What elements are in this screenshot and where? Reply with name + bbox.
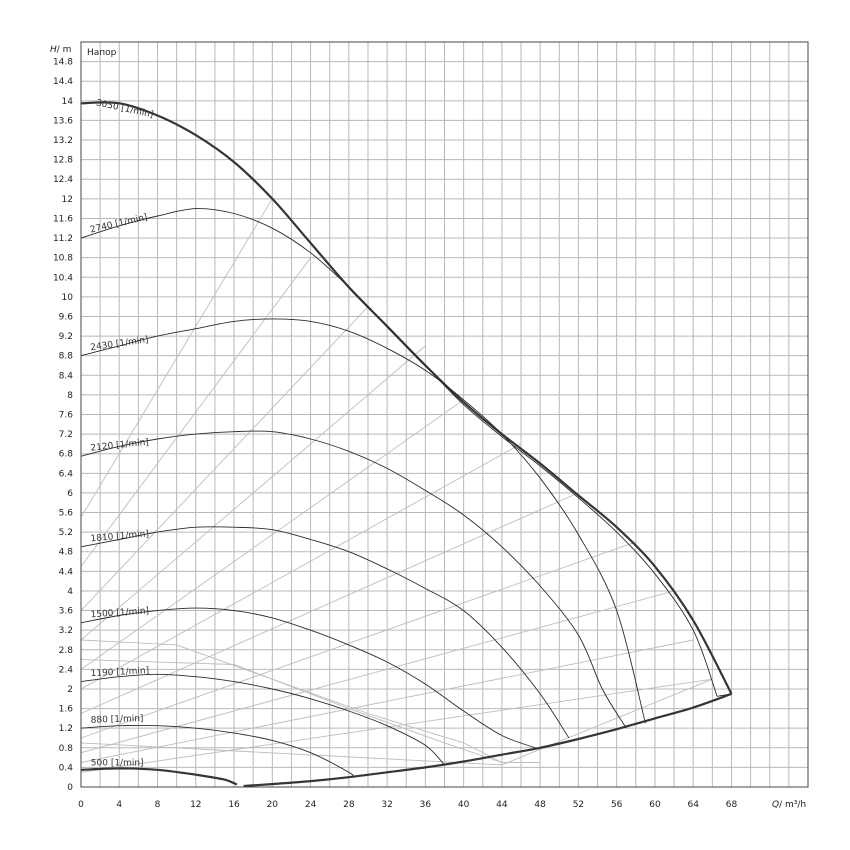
chart-title: Напор — [87, 48, 117, 58]
x-tick-label: 32 — [381, 800, 392, 810]
efficiency-line — [80, 399, 464, 670]
series-line — [717, 693, 732, 697]
efficiency-line — [80, 590, 675, 754]
x-tick-label: 68 — [726, 800, 738, 810]
y-tick-label: 4 — [67, 587, 73, 597]
efficiency-line — [80, 198, 273, 518]
y-tick-label: 12.4 — [53, 175, 73, 185]
curve-label: 1190 [1/min] — [90, 666, 149, 679]
y-tick-labels: 0 0.4 0.8 1.2 1.6 2 2.4 2.8 3.2 3.6 4 4.4 4.8 5.2 5.6 6… — [53, 58, 73, 793]
curve-label: 880 [1/min] — [91, 714, 144, 726]
series-line — [80, 607, 536, 749]
curve-label: 500 [1/min] — [91, 758, 144, 768]
y-tick-label: 6.8 — [59, 450, 74, 460]
x-tick-label: 4 — [116, 800, 122, 810]
y-axis-label: H/ m — [50, 45, 71, 55]
series-line — [80, 767, 238, 786]
x-tick-label: 8 — [155, 800, 161, 810]
y-tick-label: 1.2 — [59, 724, 73, 734]
y-tick-label: 12.8 — [53, 156, 73, 166]
efficiency-lines — [80, 198, 713, 773]
grid-layer — [80, 41, 809, 788]
x-tick-label: 28 — [343, 800, 355, 810]
efficiency-line — [80, 306, 369, 611]
y-tick-label: 7.2 — [59, 430, 73, 440]
y-tick-label: 10.4 — [53, 273, 73, 283]
efficiency-line — [80, 443, 522, 690]
x-tick-label: 48 — [534, 800, 546, 810]
x-tick-label: 0 — [78, 800, 84, 810]
series-line — [243, 692, 732, 788]
y-tick-label: 14.8 — [53, 58, 73, 68]
curve-label: 1500 [1/min] — [90, 606, 149, 620]
series-line — [80, 208, 718, 697]
series-layer — [80, 101, 733, 788]
y-tick-label: 2.4 — [59, 665, 74, 675]
x-tick-label: 52 — [573, 800, 584, 810]
efficiency-line — [80, 541, 636, 739]
y-tick-label: 5.6 — [59, 509, 74, 519]
x-tick-label: 24 — [305, 800, 317, 810]
y-tick-label: 14 — [62, 97, 74, 107]
x-tick-label: 64 — [687, 800, 699, 810]
y-tick-label: 0.8 — [59, 744, 74, 754]
efficiency-line — [80, 492, 579, 714]
series-line — [80, 526, 570, 739]
efficiency-line — [80, 257, 311, 567]
efficiency-line — [80, 639, 503, 763]
y-tick-label: 4.4 — [59, 567, 74, 577]
y-tick-label: 3.2 — [59, 626, 73, 636]
y-tick-label: 11.6 — [53, 214, 73, 224]
plot-frame — [80, 41, 809, 788]
y-tick-label: 14.4 — [53, 77, 73, 87]
y-tick-label: 10 — [62, 293, 74, 303]
x-tick-label: 12 — [190, 800, 201, 810]
x-axis-label: Q/ m³/h — [772, 800, 806, 810]
y-tick-label: 7.6 — [59, 411, 74, 421]
y-tick-label: 8.4 — [59, 371, 74, 381]
x-tick-label: 20 — [267, 800, 279, 810]
y-tick-label: 10.8 — [53, 254, 73, 264]
y-tick-label: 0 — [67, 783, 73, 793]
series-line — [80, 318, 646, 724]
y-tick-label: 6 — [67, 489, 73, 499]
x-tick-label: 16 — [228, 800, 240, 810]
efficiency-line — [80, 345, 426, 641]
y-tick-label: 0.4 — [59, 763, 74, 773]
x-tick-label: 44 — [496, 800, 508, 810]
y-tick-label: 2.8 — [59, 646, 74, 656]
y-tick-label: 8.8 — [59, 352, 74, 362]
y-tick-label: 13.6 — [53, 116, 73, 126]
y-tick-label: 6.4 — [59, 469, 74, 479]
y-tick-label: 13.2 — [53, 136, 73, 146]
y-tick-label: 9.6 — [59, 312, 74, 322]
efficiency-line — [80, 639, 694, 763]
y-tick-label: 3.6 — [59, 607, 74, 617]
x-tick-label: 36 — [420, 800, 432, 810]
y-tick-label: 9.2 — [59, 332, 73, 342]
curve-label: 3050 [1/min] — [95, 98, 154, 120]
y-tick-label: 12 — [62, 195, 73, 205]
series-line — [80, 430, 627, 729]
y-tick-label: 5.2 — [59, 528, 73, 538]
series-line — [80, 673, 445, 766]
y-tick-label: 1.6 — [59, 705, 74, 715]
x-tick-label: 40 — [458, 800, 470, 810]
series-line — [80, 724, 355, 778]
x-tick-labels: 0 4 8 12 16 20 24 28 32 36 40 44 48 52 56 60 64 68 — [78, 800, 737, 810]
y-tick-label: 4.8 — [59, 548, 74, 558]
x-tick-label: 60 — [649, 800, 661, 810]
x-tick-label: 56 — [611, 800, 623, 810]
y-tick-label: 11.2 — [53, 234, 73, 244]
y-tick-label: 8 — [67, 391, 73, 401]
y-tick-label: 2 — [67, 685, 73, 695]
